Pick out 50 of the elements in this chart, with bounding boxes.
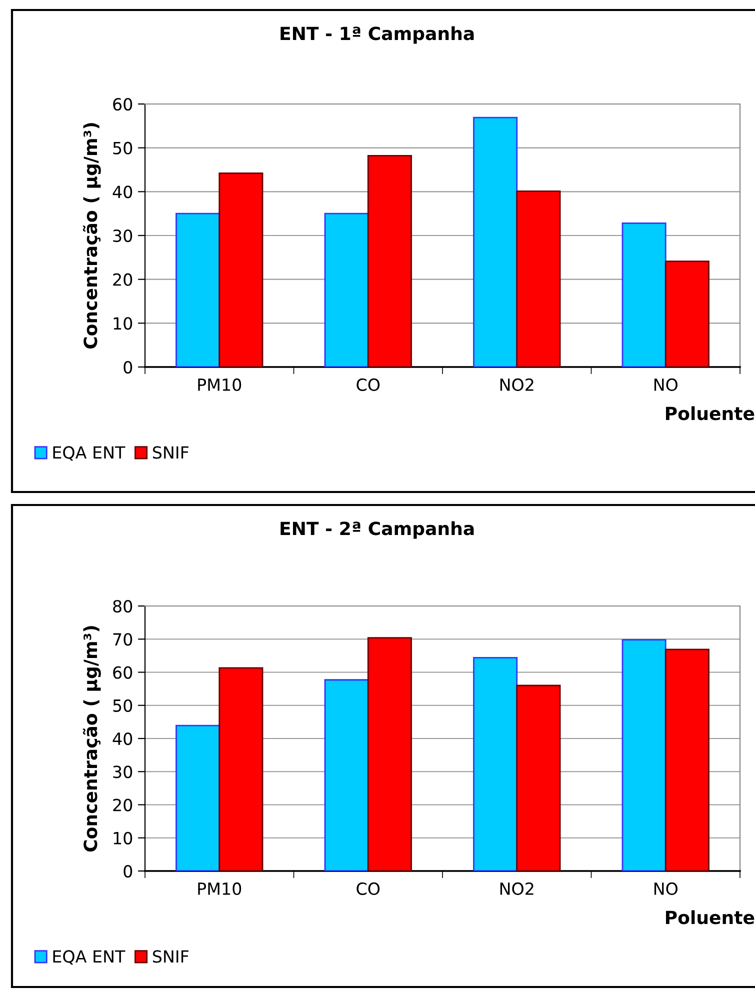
- x-tick-label: NO: [654, 378, 678, 392]
- x-tick-label: CO: [356, 378, 380, 392]
- bar: [664, 648, 710, 871]
- y-tick-label: 30: [113, 229, 132, 242]
- x-axis-title: Poluente: [666, 406, 754, 420]
- bar: [367, 155, 412, 367]
- y-axis-title: Concentração ( µg/m³): [82, 626, 101, 852]
- y-tick-label: 50: [113, 142, 132, 154]
- bar: [218, 667, 264, 871]
- legend-label: EQA ENT: [53, 446, 126, 461]
- bar: [473, 116, 518, 367]
- bar: [176, 724, 220, 871]
- y-tick-label: 20: [113, 273, 132, 286]
- y-tick-label: 60: [113, 98, 132, 111]
- bar: [516, 684, 561, 871]
- bar: [622, 222, 666, 367]
- chart-title: ENT - 2ª Campanha: [280, 521, 474, 539]
- y-tick-label: 60: [113, 666, 132, 679]
- x-axis-title: Poluente: [666, 910, 754, 924]
- y-tick-label: 20: [113, 798, 132, 812]
- y-tick-label: 0: [124, 864, 132, 878]
- legend-label: SNIF: [152, 446, 188, 459]
- x-tick-label: CO: [356, 882, 380, 896]
- y-axis-title: Concentração ( µg/m³): [82, 123, 101, 349]
- y-tick-label: 10: [114, 317, 132, 330]
- y-tick-label: 10: [114, 832, 132, 844]
- bar: [218, 172, 264, 367]
- y-tick-label: 70: [113, 633, 132, 646]
- x-tick-label: PM10: [198, 378, 242, 392]
- legend-label: EQA ENT: [53, 950, 126, 965]
- y-tick-label: 40: [112, 732, 132, 746]
- bar: [324, 679, 369, 871]
- y-tick-label: 30: [113, 766, 132, 778]
- x-tick-label: NO: [654, 882, 678, 896]
- bar: [664, 260, 710, 367]
- bar: [367, 637, 412, 871]
- bar: [622, 639, 666, 871]
- y-tick-label: 80: [113, 600, 132, 613]
- x-tick-label: PM10: [198, 882, 242, 896]
- bar: [324, 212, 369, 367]
- y-tick-label: 0: [124, 360, 132, 374]
- y-tick-label: 40: [112, 186, 132, 198]
- legend-label: SNIF: [152, 950, 188, 963]
- bar: [176, 212, 220, 367]
- x-tick-label: NO2: [500, 882, 534, 896]
- bar: [516, 190, 561, 367]
- x-tick-label: NO2: [500, 378, 534, 392]
- chart-title: ENT - 1ª Campanha: [280, 26, 474, 44]
- bar: [473, 656, 518, 871]
- y-tick-label: 50: [113, 699, 132, 712]
